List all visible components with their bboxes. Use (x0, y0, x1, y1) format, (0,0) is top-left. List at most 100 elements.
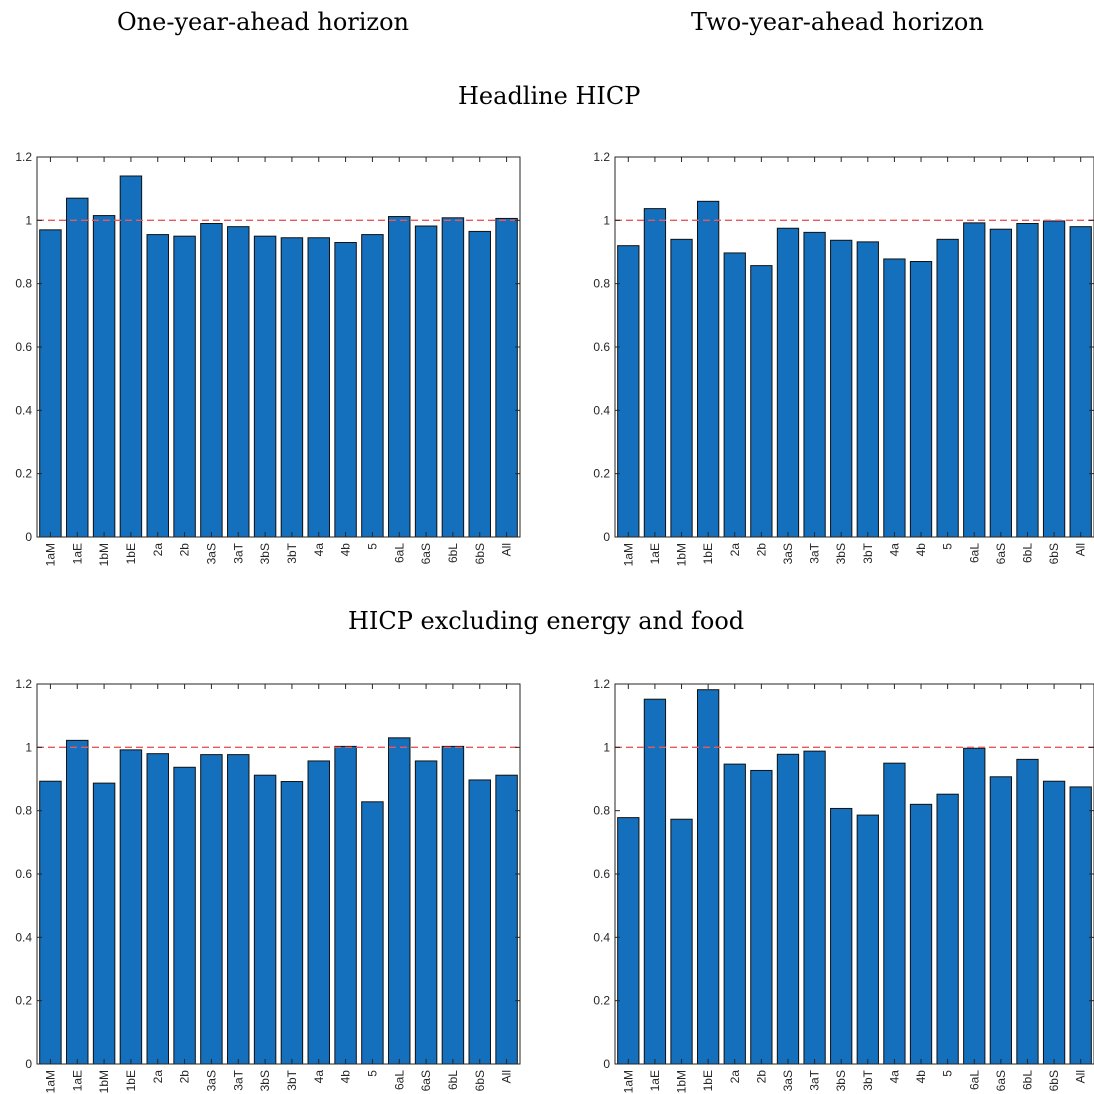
x-tick-label-3bS: 3bS (834, 1070, 848, 1091)
x-tick-label-3aT: 3aT (231, 1069, 245, 1090)
bar-6bL (441, 217, 465, 538)
bar-4b (909, 803, 933, 1065)
x-tick-label-4a: 4a (887, 543, 901, 557)
y-tick-label: 0 (25, 1057, 32, 1071)
bar-All (495, 217, 518, 538)
x-tick-label-3aS: 3aS (781, 1070, 795, 1091)
bar-5 (361, 234, 384, 538)
x-tick-label-6bS: 6bS (1047, 543, 1061, 564)
x-tick-label-6aL: 6aL (967, 543, 981, 563)
y-tick-label: 0.4 (593, 403, 610, 417)
x-tick-label-6bL: 6bL (1020, 543, 1034, 563)
y-tick-label: 0.4 (15, 403, 32, 417)
bar-4a (307, 237, 330, 538)
bar-1aE (66, 739, 89, 1065)
bar-1aE (643, 208, 667, 538)
x-tick-label-3bT: 3bT (861, 542, 875, 563)
y-tick-label: 0.2 (593, 994, 610, 1008)
bar-All (1069, 786, 1092, 1065)
x-tick-label-1bE: 1bE (701, 1070, 715, 1091)
bar-1bE (119, 749, 143, 1065)
x-tick-label-6aL: 6aL (967, 1070, 981, 1090)
bar-3aT (227, 754, 250, 1065)
bar-6aL (388, 737, 411, 1065)
bar-1bM (670, 818, 693, 1065)
x-tick-label-4a: 4a (312, 543, 326, 557)
bar-6aS (414, 225, 438, 538)
x-tick-label-1bM: 1bM (97, 1070, 111, 1093)
bar-3bT (856, 814, 879, 1065)
x-tick-label-2b: 2b (754, 1070, 768, 1084)
x-tick-label-2a: 2a (728, 1070, 742, 1084)
bar-4b (334, 745, 357, 1065)
x-tick-label-4b: 4b (914, 1070, 928, 1084)
y-tick-label: 1 (603, 740, 610, 754)
chart-panel-headline-one-year: 0 0.2 0.4 0.6 0.8 1 1.2 1aM 1aE 1bM 1bE 2a 2b 3aS 3aT 3… (15, 150, 521, 566)
chart-panel-headline-two-year: 0 0.2 0.4 0.6 0.8 1 1.2 1aM 1aE 1bM 1bE 2a 2b 3aS 3aT 3… (593, 150, 1094, 566)
bar-5 (361, 801, 384, 1065)
bar-6aS (989, 776, 1013, 1065)
y-tick-label: 1.2 (15, 677, 32, 691)
bar-6bL (441, 745, 465, 1065)
bar-3aT (803, 231, 826, 538)
x-tick-label-All: All (1074, 543, 1088, 556)
x-tick-label-1aM: 1aM (621, 1070, 635, 1093)
x-tick-label-6aL: 6aL (392, 543, 406, 563)
x-tick-label-5: 5 (365, 1070, 379, 1077)
bar-3bS (830, 807, 853, 1065)
y-tick-label: 0 (603, 1057, 610, 1071)
bar-1aM (39, 780, 62, 1065)
bar-3aS (776, 227, 800, 538)
bar-All (495, 774, 518, 1065)
bar-All (1069, 226, 1092, 538)
bar-1bE (696, 689, 720, 1065)
y-tick-label: 0.6 (15, 340, 32, 354)
x-tick-label-3bT: 3bT (861, 1069, 875, 1090)
bar-3aT (803, 750, 826, 1065)
y-tick-label: 0.6 (15, 867, 32, 881)
x-tick-label-3bT: 3bT (285, 1069, 299, 1090)
x-tick-label-2b: 2b (754, 543, 768, 557)
y-tick-label: 0.4 (593, 930, 610, 944)
bar-3bT (280, 781, 304, 1065)
x-tick-label-1aM: 1aM (43, 543, 57, 566)
bar-6bS (468, 779, 491, 1065)
x-tick-label-1bM: 1bM (675, 543, 689, 566)
x-tick-label-2a: 2a (728, 543, 742, 557)
x-tick-label-6aS: 6aS (994, 1070, 1008, 1091)
bar-6bS (468, 230, 491, 538)
bar-2a (723, 763, 746, 1065)
x-tick-label-2a: 2a (151, 1070, 165, 1084)
x-tick-label-1aE: 1aE (648, 1070, 662, 1091)
x-tick-label-4b: 4b (339, 543, 353, 557)
bar-2a (146, 234, 169, 538)
y-tick-label: 0.6 (593, 340, 610, 354)
y-tick-label: 1 (25, 740, 32, 754)
x-tick-label-1bM: 1bM (675, 1070, 689, 1093)
x-tick-label-4a: 4a (312, 1070, 326, 1084)
x-tick-label-6bS: 6bS (473, 543, 487, 564)
row-heading-hicp-ex-energy-food: HICP excluding energy and food (348, 607, 745, 635)
bar-4a (883, 762, 906, 1065)
y-tick-label: 0 (603, 530, 610, 544)
bar-2a (146, 753, 169, 1065)
bar-1aE (66, 197, 89, 538)
x-tick-label-All: All (500, 1070, 514, 1083)
column-heading-one-year: One-year-ahead horizon (117, 8, 409, 36)
y-tick-label: 1 (603, 213, 610, 227)
bar-2b (750, 769, 773, 1065)
bar-6aL (388, 216, 411, 538)
bar-1bE (696, 200, 720, 538)
x-tick-label-1aE: 1aE (70, 1070, 84, 1091)
bar-1aE (643, 698, 667, 1065)
y-tick-label: 1.2 (593, 150, 610, 164)
chart-panel-core-one-year: 0 0.2 0.4 0.6 0.8 1 1.2 1aM 1aE 1bM 1bE 2a 2b 3aS 3aT 3… (15, 677, 521, 1093)
x-tick-label-3bS: 3bS (834, 543, 848, 564)
bar-1aM (617, 245, 640, 538)
bar-3aT (227, 226, 250, 538)
x-tick-label-3bS: 3bS (258, 543, 272, 564)
bar-2a (723, 252, 746, 538)
bar-3bS (253, 235, 277, 538)
x-tick-label-6bL: 6bL (1020, 1070, 1034, 1090)
